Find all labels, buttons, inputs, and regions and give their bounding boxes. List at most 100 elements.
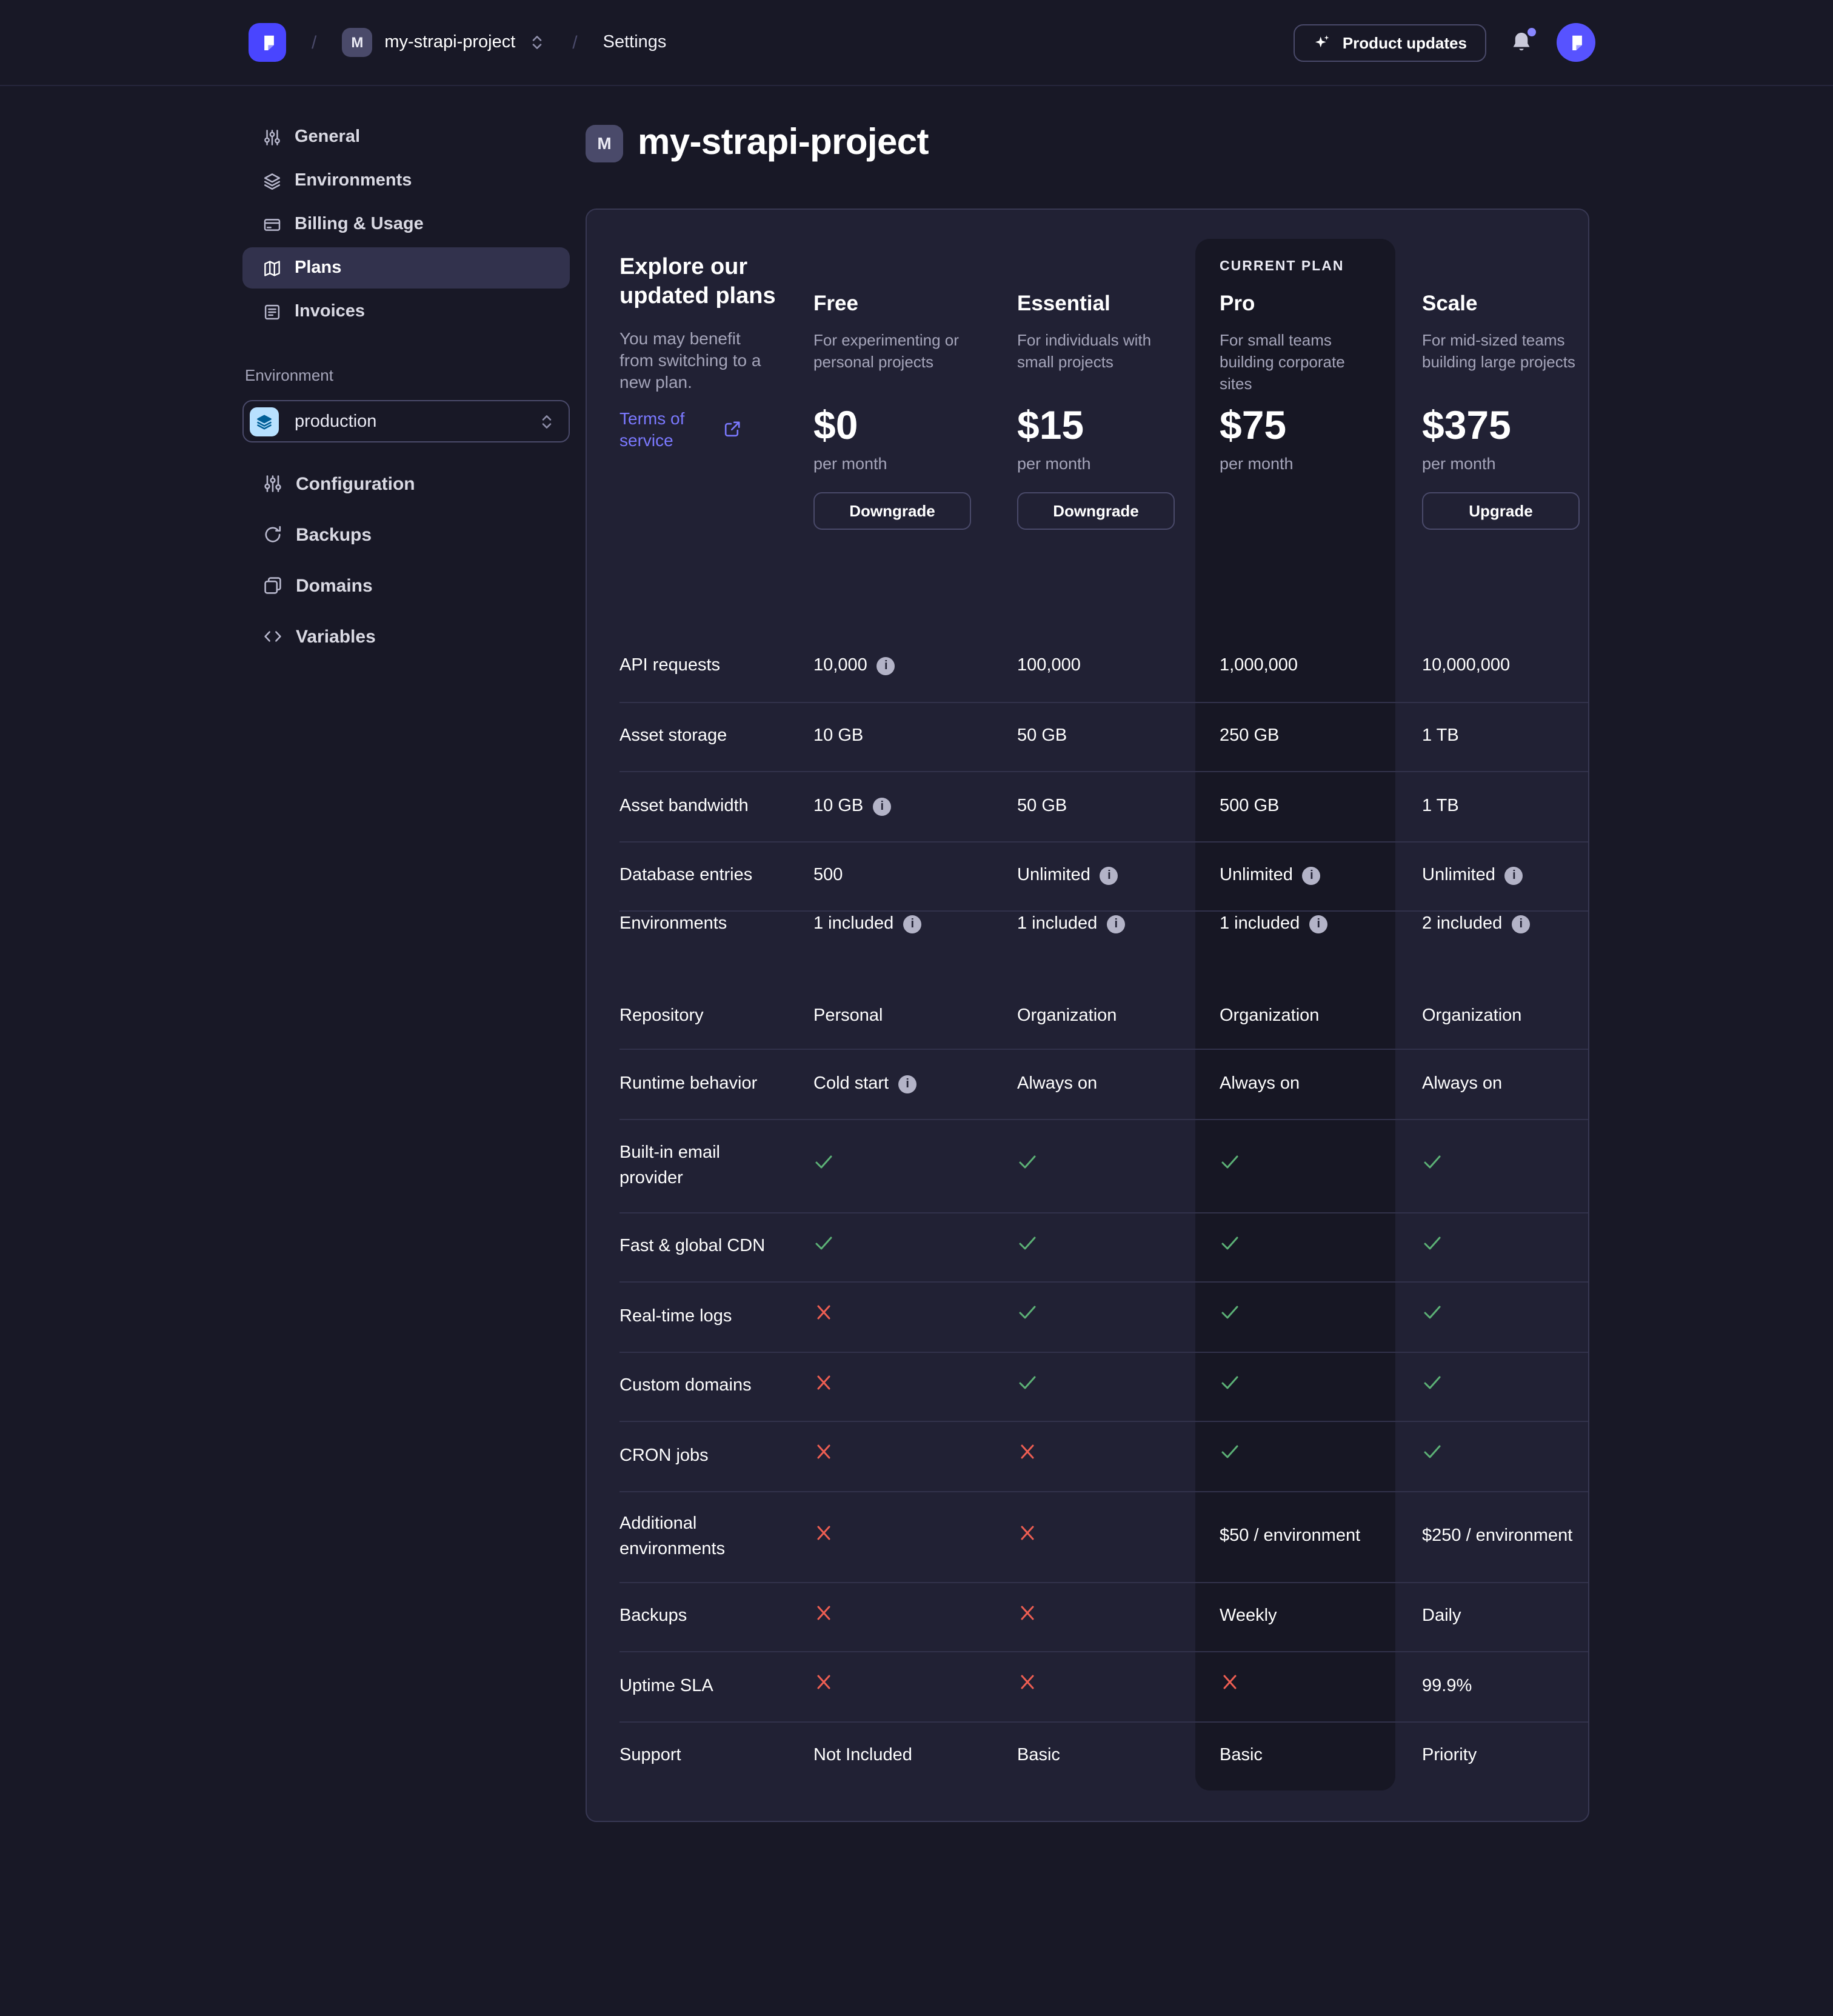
info-icon[interactable]: i	[903, 915, 922, 933]
feature-row-real-time-logs: Real-time logs	[619, 1281, 1588, 1351]
breadcrumb-project-name: my-strapi-project	[384, 33, 516, 52]
sidebar-item-label: Variables	[296, 626, 376, 647]
layers-icon	[257, 414, 272, 429]
feature-row-uptime-sla: Uptime SLA 99.9%	[619, 1651, 1588, 1721]
sidebar-item-configuration[interactable]: Configuration	[242, 459, 570, 508]
info-icon[interactable]: i	[1504, 867, 1523, 886]
sparkle-icon	[1315, 35, 1330, 47]
feature-value: 10,000 i	[813, 654, 1017, 679]
info-icon[interactable]: i	[1309, 915, 1328, 933]
credit-card-icon	[263, 215, 281, 233]
feature-value: 1 TB	[1422, 794, 1588, 819]
cross-icon	[1017, 1603, 1038, 1623]
project-initial-badge: M	[342, 28, 373, 57]
feature-row-database-entries: Database entries 500 Unlimited i Unlimited i U…	[619, 841, 1588, 910]
sidebar-item-plans[interactable]: Plans	[242, 247, 570, 289]
notifications-bell[interactable]	[1509, 28, 1536, 55]
feature-value-text: Unlimited	[1017, 866, 1090, 886]
feature-value: Priority	[1422, 1744, 1588, 1769]
feature-value-text: Personal	[813, 1006, 883, 1025]
feature-value	[1017, 1522, 1220, 1551]
bell-icon	[1513, 33, 1530, 51]
check-icon	[1422, 1151, 1443, 1172]
plans-header-row: Explore our updated plans You may benefi…	[619, 239, 1588, 632]
feature-row-custom-domains: Custom domains	[619, 1351, 1588, 1421]
feature-value: Organization	[1220, 1003, 1422, 1029]
feature-label: Real-time logs	[619, 1306, 732, 1326]
upgrade-button[interactable]: Upgrade	[1422, 492, 1580, 530]
feature-value-text: Basic	[1220, 1746, 1263, 1766]
sidebar-item-label: Configuration	[296, 473, 415, 494]
info-icon[interactable]: i	[898, 1075, 917, 1093]
page-title: my-strapi-project	[638, 122, 929, 162]
feature-value-text: 99.9%	[1422, 1676, 1472, 1696]
downgrade-button[interactable]: Downgrade	[1017, 492, 1175, 530]
breadcrumb: / M my-strapi-project / Settings	[249, 23, 666, 62]
stack-icon	[263, 576, 282, 595]
sidebar-item-general[interactable]: General	[242, 116, 570, 158]
refresh-icon	[263, 525, 282, 544]
plans-feature-table: API requests 10,000 i 100,000 1,000,000 10,00…	[619, 632, 1588, 1791]
strapi-avatar-icon	[1572, 35, 1582, 51]
breadcrumb-section[interactable]: Settings	[603, 33, 667, 52]
feature-value: 1,000,000	[1220, 654, 1422, 679]
plan-header-essential: Essential For individuals with small proj…	[1017, 239, 1220, 530]
terms-of-service-link[interactable]: Terms of service	[619, 409, 685, 450]
sidebar-item-variables[interactable]: Variables	[242, 612, 570, 661]
user-avatar[interactable]	[1557, 23, 1595, 62]
sidebar-item-label: Plans	[295, 258, 342, 278]
project-initial-badge: M	[586, 124, 623, 162]
notification-dot	[1528, 28, 1536, 36]
feature-value	[813, 1522, 1017, 1551]
strapi-logo[interactable]	[249, 23, 286, 62]
sidebar-item-backups[interactable]: Backups	[242, 510, 570, 559]
check-icon	[813, 1233, 834, 1253]
plan-name: Essential	[1017, 291, 1110, 315]
feature-value-text: Always on	[1017, 1073, 1098, 1093]
feature-value-text: Not Included	[813, 1746, 912, 1766]
feature-value-text: 50 GB	[1017, 796, 1067, 816]
info-icon[interactable]: i	[1100, 867, 1118, 886]
feature-value: Organization	[1422, 1003, 1588, 1029]
breadcrumb-project-selector[interactable]: M my-strapi-project	[342, 28, 547, 57]
feature-label: Additional environments	[619, 1514, 726, 1558]
feature-value: 1 included i	[813, 912, 1017, 937]
sidebar-item-environments[interactable]: Environments	[242, 160, 570, 201]
feature-value: 500	[813, 864, 1017, 889]
feature-value-text: 1 included	[1220, 914, 1300, 933]
downgrade-button[interactable]: Downgrade	[813, 492, 971, 530]
product-updates-button[interactable]: Product updates	[1294, 24, 1486, 61]
feature-value-text: Always on	[1422, 1073, 1503, 1093]
info-icon[interactable]: i	[1302, 867, 1321, 886]
check-icon	[1220, 1303, 1240, 1323]
info-icon[interactable]: i	[873, 797, 892, 816]
info-icon[interactable]: i	[1512, 915, 1531, 933]
cross-icon	[813, 1303, 834, 1323]
cross-icon	[813, 1603, 834, 1623]
layers-icon	[263, 172, 281, 190]
current-plan-highlight	[1195, 239, 1395, 1791]
plan-period: per month	[813, 455, 887, 473]
sidebar-item-domains[interactable]: Domains	[242, 561, 570, 610]
feature-row-built-in-email-provider: Built-in email provider	[619, 1118, 1588, 1212]
sidebar-item-billing-usage[interactable]: Billing & Usage	[242, 204, 570, 245]
feature-value-text: 10,000,000	[1422, 656, 1511, 676]
feature-value	[1220, 1303, 1422, 1332]
info-icon[interactable]: i	[1107, 915, 1126, 933]
feature-value-text: 1 included	[813, 914, 894, 933]
page-header: M my-strapi-project	[586, 122, 1589, 164]
environment-nav: Configuration Backups Domains Variables	[242, 459, 570, 661]
plan-name: Free	[813, 291, 858, 315]
sidebar-item-label: Domains	[296, 575, 373, 596]
plan-price: $75	[1220, 402, 1287, 447]
environment-selected-value: production	[295, 412, 377, 431]
check-icon	[1017, 1151, 1038, 1172]
check-icon	[1017, 1233, 1038, 1253]
environment-select[interactable]: production	[242, 400, 570, 442]
check-icon	[1017, 1372, 1038, 1393]
info-icon[interactable]: i	[876, 657, 895, 676]
sidebar-item-invoices[interactable]: Invoices	[242, 291, 570, 332]
cross-icon	[1017, 1522, 1038, 1543]
check-icon	[1017, 1303, 1038, 1323]
feature-row-additional-environments: Additional environments $50 / environment…	[619, 1490, 1588, 1581]
